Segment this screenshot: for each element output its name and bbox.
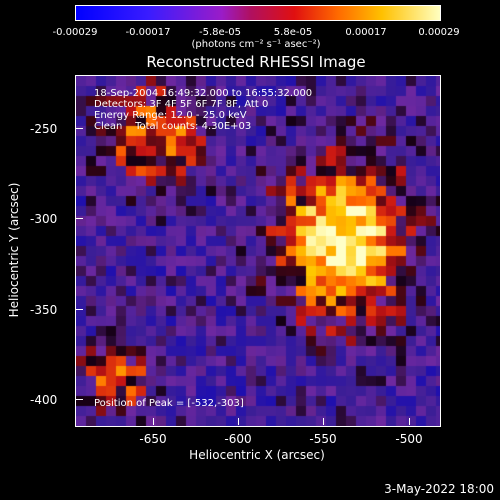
x-axis-label: Heliocentric X (arcsec) bbox=[189, 448, 325, 462]
x-tick-mark bbox=[323, 418, 324, 425]
detectors-text: Detectors: 3F 4F 5F 6F 7F 8F, Att 0 bbox=[94, 99, 269, 110]
colorbar-tick-label: 0.00029 bbox=[418, 27, 460, 38]
x-tick-mark bbox=[409, 418, 410, 425]
y-tick-mark bbox=[76, 218, 83, 219]
y-tick-mark bbox=[76, 309, 83, 310]
footer-date: 3-May-2022 18:00 bbox=[384, 482, 494, 496]
x-tick-label: -600 bbox=[224, 432, 252, 446]
x-tick-label: -550 bbox=[309, 432, 337, 446]
x-tick-label: -500 bbox=[395, 432, 423, 446]
colorbar-tick-label: -5.8e-05 bbox=[199, 27, 241, 38]
colorbar-unit-label: (photons cm⁻² s⁻¹ asec⁻²) bbox=[191, 39, 321, 50]
x-tick-mark bbox=[238, 418, 239, 425]
peak-position-text: Position of Peak = [-532,-303] bbox=[94, 398, 244, 409]
x-tick-mark bbox=[153, 418, 154, 425]
image-plot[interactable]: 18-Sep-2004 16:49:32.000 to 16:55:32.000… bbox=[75, 75, 441, 427]
image-title: Reconstructed RHESSI Image bbox=[146, 53, 366, 71]
y-tick-mark bbox=[76, 128, 83, 129]
colorbar bbox=[75, 5, 441, 21]
colorbar-tick-label: -0.00029 bbox=[52, 27, 98, 38]
time-range-text: 18-Sep-2004 16:49:32.000 to 16:55:32.000 bbox=[94, 88, 313, 99]
y-tick-label: -250 bbox=[30, 122, 58, 136]
y-tick-label: -400 bbox=[30, 393, 58, 407]
clean-counts-text: Clean Total counts: 4.30E+03 bbox=[94, 121, 252, 132]
colorbar-tick-label: 0.00017 bbox=[345, 27, 387, 38]
y-axis-label: Heliocentric Y (arcsec) bbox=[7, 182, 21, 318]
colorbar-tick-label: -0.00017 bbox=[125, 27, 171, 38]
energy-range-text: Energy Range: 12.0 - 25.0 keV bbox=[94, 110, 247, 121]
y-tick-mark bbox=[76, 399, 83, 400]
x-tick-label: -650 bbox=[139, 432, 167, 446]
colorbar-tick-label: 5.8e-05 bbox=[273, 27, 313, 38]
heatmap-image bbox=[76, 76, 440, 426]
y-tick-label: -300 bbox=[30, 212, 58, 226]
y-tick-label: -350 bbox=[30, 303, 58, 317]
